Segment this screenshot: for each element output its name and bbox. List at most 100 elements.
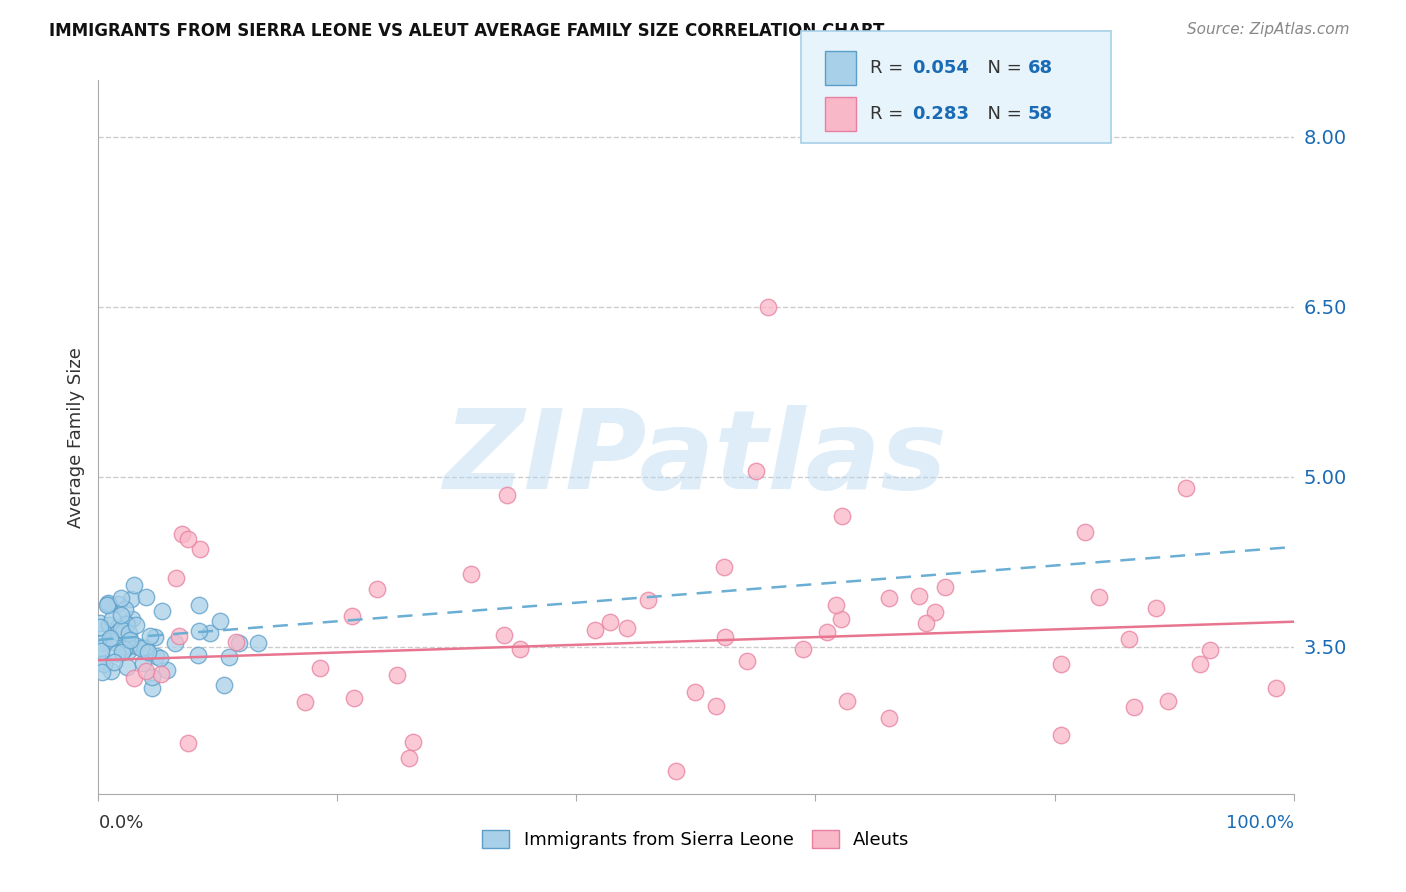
Point <box>89 620 111 634</box>
Point <box>934 580 956 594</box>
Point <box>830 611 852 625</box>
Point <box>1123 699 1146 714</box>
Point <box>100 664 122 678</box>
Point <box>107 624 129 639</box>
Point <box>163 636 186 650</box>
Text: 0.283: 0.283 <box>912 105 970 123</box>
Point <box>120 591 142 606</box>
Text: R =: R = <box>870 59 910 77</box>
Point <box>118 626 141 640</box>
Point <box>90 636 112 650</box>
Point <box>200 625 222 640</box>
Point <box>616 621 638 635</box>
Point <box>105 646 128 660</box>
Point <box>90 640 112 655</box>
Text: ZIPatlas: ZIPatlas <box>444 405 948 512</box>
Point <box>1088 590 1111 604</box>
Point <box>1264 681 1286 695</box>
Point <box>877 711 900 725</box>
Point <box>107 597 129 611</box>
Point <box>98 617 121 632</box>
Legend: Immigrants from Sierra Leone, Aleuts: Immigrants from Sierra Leone, Aleuts <box>475 822 917 856</box>
Point <box>136 645 159 659</box>
Point <box>93 657 115 671</box>
Point <box>149 666 172 681</box>
Point <box>343 690 366 705</box>
Point <box>665 764 688 779</box>
Point <box>125 618 148 632</box>
Point <box>294 695 316 709</box>
Point <box>112 642 135 657</box>
Point <box>155 664 177 678</box>
Point <box>1157 694 1180 708</box>
Point <box>90 643 112 657</box>
Point <box>117 660 139 674</box>
Point <box>112 624 135 639</box>
Point <box>111 643 134 657</box>
Point <box>132 656 155 670</box>
Point <box>165 570 187 584</box>
Point <box>187 624 209 638</box>
Point <box>110 591 132 606</box>
Point <box>387 667 409 681</box>
Point <box>111 645 134 659</box>
Point <box>97 597 120 611</box>
Point <box>150 604 173 618</box>
Text: N =: N = <box>976 59 1028 77</box>
Point <box>167 629 190 643</box>
Point <box>496 488 519 502</box>
Point <box>135 641 157 656</box>
Point <box>145 648 167 663</box>
Point <box>89 615 111 630</box>
Point <box>1188 657 1211 671</box>
Point <box>143 630 166 644</box>
Point <box>135 591 157 605</box>
Point <box>1050 728 1073 742</box>
Point <box>1144 601 1167 615</box>
Point <box>831 508 853 523</box>
Point <box>735 654 758 668</box>
Point <box>110 622 132 636</box>
Point <box>118 639 141 653</box>
Text: 58: 58 <box>1028 105 1053 123</box>
Text: N =: N = <box>976 105 1028 123</box>
Point <box>908 589 931 603</box>
Text: 0.054: 0.054 <box>912 59 969 77</box>
Point <box>141 670 163 684</box>
Point <box>103 635 125 649</box>
Text: IMMIGRANTS FROM SIERRA LEONE VS ALEUT AVERAGE FAMILY SIZE CORRELATION CHART: IMMIGRANTS FROM SIERRA LEONE VS ALEUT AV… <box>49 22 884 40</box>
Point <box>877 591 900 605</box>
Point <box>122 577 145 591</box>
Point <box>212 678 235 692</box>
Point <box>117 643 139 657</box>
Point <box>685 685 707 699</box>
Point <box>112 640 135 654</box>
Text: Source: ZipAtlas.com: Source: ZipAtlas.com <box>1187 22 1350 37</box>
Point <box>340 608 363 623</box>
Point <box>228 636 250 650</box>
Point <box>107 634 129 648</box>
Point <box>107 620 129 634</box>
Point <box>713 630 735 644</box>
Point <box>756 300 779 314</box>
Point <box>366 582 388 597</box>
Point <box>98 631 121 645</box>
Point <box>835 694 858 708</box>
Point <box>90 656 112 670</box>
Point <box>101 632 124 646</box>
Point <box>129 641 152 656</box>
Point <box>118 633 141 648</box>
Point <box>186 648 208 662</box>
Point <box>509 642 531 657</box>
Point <box>114 601 136 615</box>
Point <box>177 735 200 749</box>
Point <box>149 650 172 665</box>
Point <box>460 567 482 582</box>
Point <box>1198 642 1220 657</box>
Point <box>141 681 163 696</box>
Point <box>177 533 200 547</box>
Point <box>402 735 425 749</box>
Point <box>115 617 138 632</box>
Point <box>218 650 240 665</box>
Point <box>815 624 838 639</box>
